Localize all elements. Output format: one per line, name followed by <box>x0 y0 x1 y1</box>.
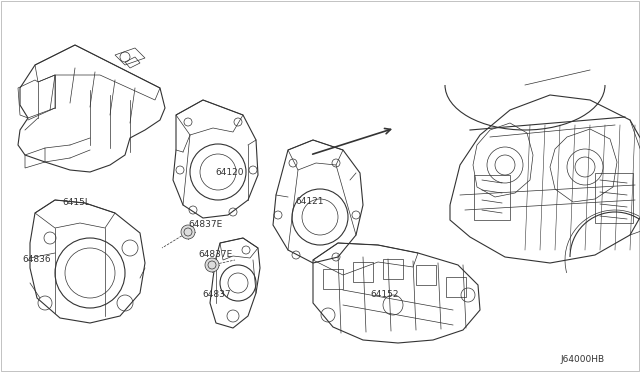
Text: 64837: 64837 <box>202 290 230 299</box>
Text: J64000HB: J64000HB <box>560 355 604 364</box>
Text: 64152: 64152 <box>370 290 399 299</box>
Text: 6415L: 6415L <box>62 198 90 207</box>
Text: 64120: 64120 <box>215 168 243 177</box>
Text: 64121: 64121 <box>295 197 323 206</box>
Text: 64836: 64836 <box>22 255 51 264</box>
Text: 64837E: 64837E <box>188 220 222 229</box>
Circle shape <box>181 225 195 239</box>
Text: 64837E: 64837E <box>198 250 232 259</box>
Circle shape <box>205 258 219 272</box>
